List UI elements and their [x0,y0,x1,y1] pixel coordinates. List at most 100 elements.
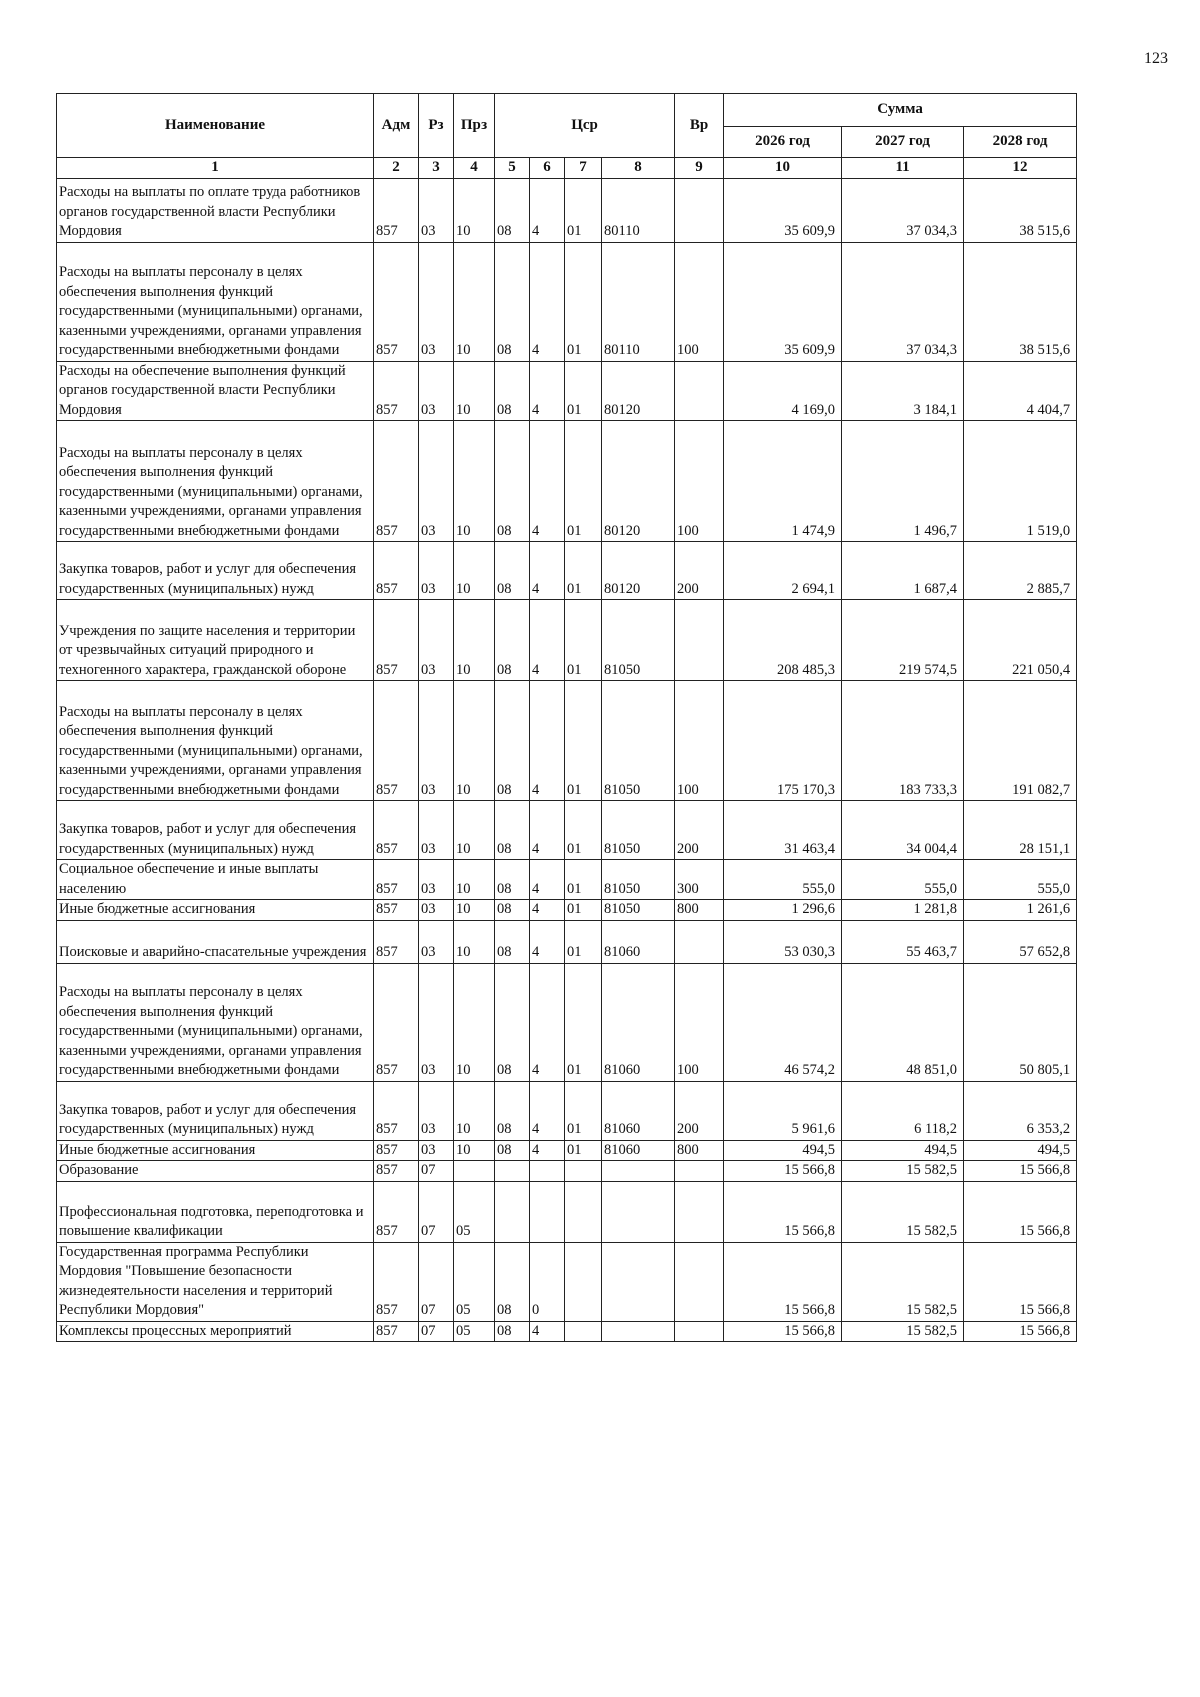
cell-vr: 200 [674,1080,725,1141]
cell-name: Государственная программа Республики Мор… [56,1241,374,1322]
cell-rz: 03 [418,962,454,1082]
cell-vr: 100 [674,962,725,1082]
cell-y2028: 221 050,4 [963,599,1078,681]
header-rz: Рз [418,93,454,158]
table-row: Закупка товаров, работ и услуг для обесп… [56,541,1078,600]
cell-c6: 4 [529,899,565,921]
cell-rz: 03 [418,541,454,600]
cell-name: Образование [56,1160,374,1182]
column-index: 6 [529,157,565,179]
column-index: 11 [841,157,965,179]
cell-c5: 08 [494,599,530,681]
cell-c6: 4 [529,859,565,900]
table-row: Расходы на выплаты по оплате труда работ… [56,177,1078,243]
cell-y2026: 1 474,9 [723,420,843,542]
cell-name: Закупка товаров, работ и услуг для обесп… [56,800,374,860]
cell-y2026: 175 170,3 [723,680,843,801]
cell-c7: 01 [564,800,602,860]
table-row: Учреждения по защите населения и террито… [56,599,1078,681]
cell-name: Комплексы процессных мероприятий [56,1320,374,1342]
cell-c7: 01 [564,919,602,964]
cell-y2028: 191 082,7 [963,680,1078,801]
cell-rz: 03 [418,899,454,921]
cell-c8: 81050 [600,800,676,860]
cell-adm: 857 [373,1160,419,1182]
column-index: 3 [418,157,454,179]
cell-y2028: 6 353,2 [963,1080,1078,1141]
cell-name: Иные бюджетные ассигнования [56,1139,374,1161]
page-number: 123 [1144,50,1168,67]
cell-adm: 857 [373,899,419,921]
cell-y2026: 31 463,4 [723,800,843,860]
cell-prz: 10 [453,541,495,600]
cell-y2027: 6 118,2 [841,1080,965,1141]
cell-rz: 03 [418,360,454,421]
cell-c8: 81050 [600,899,676,921]
cell-c5: 08 [494,420,530,542]
cell-y2027: 15 582,5 [841,1160,965,1182]
cell-c8: 80120 [600,420,676,542]
cell-y2028: 4 404,7 [963,360,1078,421]
cell-y2026: 555,0 [723,859,843,900]
cell-y2026: 35 609,9 [723,177,843,243]
cell-c6: 4 [529,680,565,801]
cell-vr [674,1241,725,1322]
cell-name: Расходы на выплаты персоналу в целях обе… [56,680,374,801]
cell-adm: 857 [373,962,419,1082]
table-row: Расходы на выплаты персоналу в целях обе… [56,420,1078,542]
column-index: 7 [564,157,602,179]
cell-c8: 80120 [600,541,676,600]
cell-c7: 01 [564,177,602,243]
cell-c7: 01 [564,859,602,900]
cell-y2026: 35 609,9 [723,241,843,362]
cell-c7 [564,1241,602,1322]
cell-y2026: 1 296,6 [723,899,843,921]
cell-c6: 0 [529,1241,565,1322]
cell-y2027: 34 004,4 [841,800,965,860]
cell-c8: 81060 [600,962,676,1082]
cell-c5 [494,1160,530,1182]
cell-rz: 07 [418,1241,454,1322]
cell-rz: 07 [418,1160,454,1182]
cell-adm: 857 [373,800,419,860]
cell-y2026: 208 485,3 [723,599,843,681]
cell-c7 [564,1160,602,1182]
cell-vr: 100 [674,680,725,801]
cell-c8 [600,1320,676,1342]
table-row: Расходы на обеспечение выполнения функци… [56,360,1078,421]
cell-adm: 857 [373,1320,419,1342]
header-adm: Адм [373,93,419,158]
cell-adm: 857 [373,599,419,681]
cell-c7 [564,1320,602,1342]
budget-table: Наименование Адм Рз Прз Цср Вр Сумма 202… [56,93,1078,1342]
column-index: 2 [373,157,419,179]
cell-c8 [600,1180,676,1243]
cell-y2026: 15 566,8 [723,1180,843,1243]
cell-y2028: 15 566,8 [963,1180,1078,1243]
cell-vr: 800 [674,899,725,921]
cell-rz: 03 [418,919,454,964]
cell-prz [453,1160,495,1182]
cell-adm: 857 [373,919,419,964]
cell-c5: 08 [494,1320,530,1342]
cell-y2028: 555,0 [963,859,1078,900]
cell-y2027: 15 582,5 [841,1320,965,1342]
cell-y2026: 53 030,3 [723,919,843,964]
cell-vr: 100 [674,420,725,542]
cell-rz: 03 [418,800,454,860]
cell-prz: 10 [453,859,495,900]
cell-y2026: 46 574,2 [723,962,843,1082]
cell-c6: 4 [529,1080,565,1141]
cell-y2028: 38 515,6 [963,241,1078,362]
cell-vr: 300 [674,859,725,900]
cell-prz: 10 [453,899,495,921]
cell-adm: 857 [373,1241,419,1322]
cell-c5 [494,1180,530,1243]
cell-adm: 857 [373,541,419,600]
cell-y2026: 15 566,8 [723,1241,843,1322]
cell-rz: 07 [418,1320,454,1342]
cell-y2028: 57 652,8 [963,919,1078,964]
cell-name: Расходы на выплаты персоналу в целях обе… [56,420,374,542]
cell-c6: 4 [529,420,565,542]
cell-y2028: 38 515,6 [963,177,1078,243]
